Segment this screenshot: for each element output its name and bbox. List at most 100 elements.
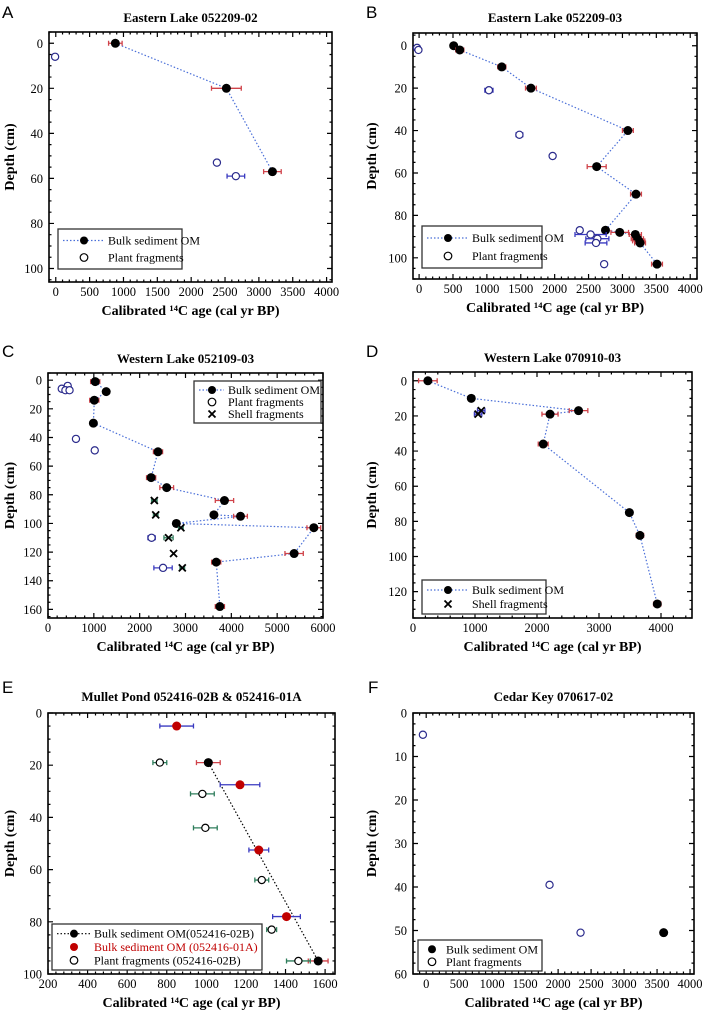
series-1: [159, 721, 302, 922]
y-tick-label: 40: [31, 127, 44, 141]
axis-ticks: [48, 31, 332, 282]
panel-c: C Western Lake 052109-03 Calibrated ¹⁴C ag…: [2, 342, 336, 655]
data-point: [155, 758, 165, 767]
data-point: [215, 602, 225, 612]
data-point: [267, 167, 277, 177]
y-tick-label: 40: [30, 431, 43, 445]
x-tick-label: 0: [410, 621, 416, 635]
series-0: [88, 377, 322, 612]
y-tick-label: 100: [388, 251, 407, 265]
panel-f: F Cedar Key 070617-02 Calibrated ¹⁴C age (…: [365, 678, 703, 1011]
x-tick-label: 2500: [576, 282, 601, 296]
legend-label: Bulk sediment OM (052416-01A): [94, 940, 258, 954]
y-tick-label: 0: [36, 707, 42, 721]
y-tick-label: 100: [23, 517, 42, 531]
data-point: [198, 789, 207, 799]
data-point: [423, 376, 433, 386]
y-tick-label: 60: [30, 863, 43, 877]
panel-d: D Western Lake 070910-03 Calibrated ¹⁴C ag…: [365, 342, 693, 655]
data-point: [659, 928, 669, 938]
data-point: [235, 780, 245, 790]
data-point: [586, 230, 595, 239]
x-axis-label: Calibrated ¹⁴C age (cal yr BP): [464, 996, 642, 1011]
panel-letter: F: [368, 678, 378, 697]
data-point: [254, 845, 264, 855]
x-tick-label: 3000: [246, 285, 271, 299]
x-tick-label: 600: [118, 977, 137, 991]
y-tick-label: 60: [395, 968, 408, 982]
chart-title: Western Lake 052109-03: [117, 351, 255, 366]
x-tick-label: 3000: [610, 282, 635, 296]
data-point: [164, 533, 173, 542]
series-1: [50, 52, 246, 181]
data-point: [219, 496, 229, 506]
legend-box: [417, 939, 543, 972]
y-tick-label: 60: [30, 460, 43, 474]
series-1: [412, 43, 610, 269]
y-tick-label: 80: [395, 209, 408, 223]
x-tick-label: 2000: [127, 621, 152, 635]
x-tick-label: 500: [450, 977, 469, 991]
x-tick-label: 400: [78, 977, 97, 991]
data-point: [169, 549, 178, 558]
data-point: [575, 226, 584, 235]
legend-label: Bulk sediment OM: [108, 234, 200, 248]
data-point: [623, 126, 633, 136]
chart-title: Cedar Key 070617-02: [494, 689, 614, 704]
series-0: [195, 758, 329, 966]
y-tick-label: 20: [395, 82, 408, 96]
data-point: [176, 523, 186, 532]
x-tick-label: 4000: [678, 282, 703, 296]
y-tick-label: 20: [30, 759, 43, 773]
data-point: [65, 385, 74, 395]
data-point: [592, 162, 602, 172]
data-point: [526, 83, 536, 93]
y-tick-label: 80: [31, 217, 44, 231]
series-0: [659, 928, 669, 938]
y-tick-label: 140: [23, 574, 42, 588]
y-tick-label: 60: [31, 172, 44, 186]
legend-marker: [69, 955, 79, 965]
y-tick-label: 80: [395, 515, 408, 529]
y-tick-label: 120: [23, 546, 42, 560]
legend-marker: [444, 234, 452, 242]
x-axis-label: Calibrated ¹⁴C age (cal yr BP): [101, 304, 279, 319]
y-tick-label: 100: [388, 550, 407, 564]
panel-letter: C: [2, 342, 14, 361]
x-tick-label: 0: [53, 285, 59, 299]
x-axis-label: Calibrated ¹⁴C age (cal yr BP): [96, 640, 274, 655]
legend-box: [421, 579, 547, 615]
x-tick-label: 2500: [579, 977, 604, 991]
legend-label: Bulk sediment OM: [472, 583, 564, 597]
data-point: [600, 225, 610, 235]
x-tick-label: 4000: [678, 977, 703, 991]
series-0: [449, 41, 664, 269]
x-tick-label: 3500: [644, 282, 669, 296]
y-tick-label: 0: [37, 37, 43, 51]
legend-label: Bulk sediment OM: [446, 942, 538, 956]
y-tick-label: 160: [23, 603, 42, 617]
x-axis-label: Calibrated ¹⁴C age (cal yr BP): [463, 640, 641, 655]
data-point: [50, 52, 60, 61]
legend-marker: [208, 386, 216, 394]
panel-letter: D: [366, 342, 378, 361]
data-point: [635, 238, 645, 248]
axis-ticks: [47, 712, 335, 975]
data-point: [282, 912, 292, 922]
legend-box: [421, 225, 543, 269]
data-point: [151, 510, 160, 519]
data-point: [89, 395, 99, 405]
series-2: [152, 758, 311, 966]
data-point: [231, 171, 241, 181]
y-axis-label: Depth (cm): [3, 810, 18, 878]
data-point: [574, 406, 584, 416]
data-point: [150, 496, 159, 505]
data-point: [147, 533, 156, 542]
legend-label: Plant fragments (052416-02B): [94, 953, 241, 967]
series-line: [207, 762, 319, 962]
y-tick-label: 50: [395, 924, 408, 938]
x-tick-label: 3500: [280, 285, 305, 299]
